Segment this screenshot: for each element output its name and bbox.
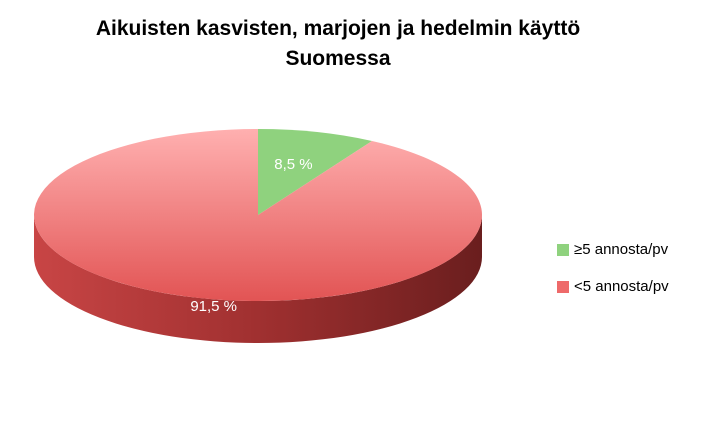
data-label: 8,5 %	[274, 156, 312, 173]
legend-swatch	[557, 281, 569, 293]
slice-side	[34, 215, 482, 343]
slice	[258, 129, 373, 215]
chart-title: Aikuisten kasvisten, marjojen ja hedelmi…	[95, 17, 581, 70]
legend-swatch	[557, 244, 569, 256]
slice	[34, 129, 483, 301]
legend-label: ≥5 annosta/pv	[574, 241, 669, 258]
data-label: 91,5 %	[190, 298, 237, 315]
legend-label: <5 annosta/pv	[574, 278, 669, 295]
